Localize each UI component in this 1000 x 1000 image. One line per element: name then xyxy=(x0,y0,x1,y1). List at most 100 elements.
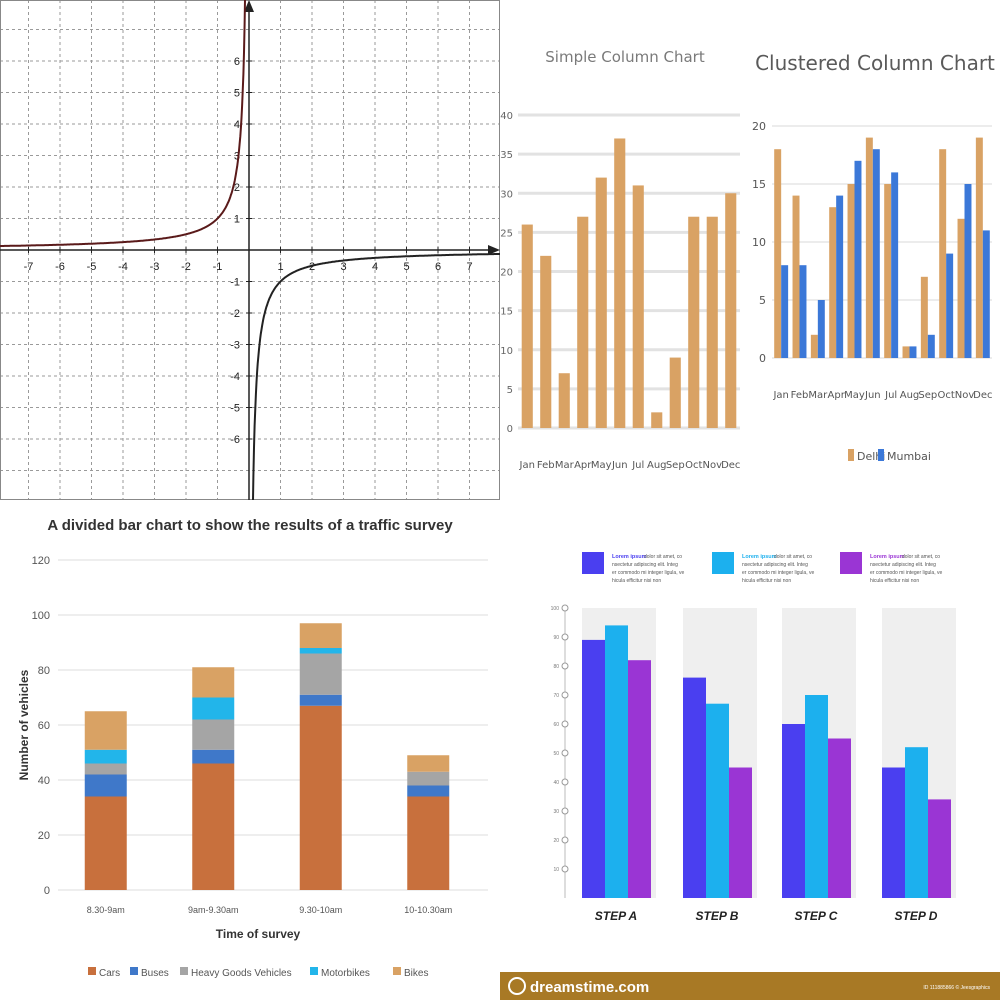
y-tick-label: 20 xyxy=(752,120,766,133)
x-tick-label: 10-10.30am xyxy=(404,905,452,915)
y-tick-marker xyxy=(561,604,569,612)
x-tick-label: Jan xyxy=(519,460,535,471)
bar-segment xyxy=(84,796,127,890)
bar-mumbai xyxy=(854,160,862,358)
x-tick-label: Dec xyxy=(721,460,740,471)
bar-segment xyxy=(299,648,342,654)
x-tick-label: Sep xyxy=(918,390,937,401)
x-tick-label: Feb xyxy=(791,390,809,401)
chart-title: Simple Column Chart xyxy=(545,48,705,66)
y-tick-label: 0 xyxy=(507,424,513,435)
y-tick-label: 1 xyxy=(234,214,240,226)
bar-segment xyxy=(84,749,127,764)
curve-branch-right xyxy=(252,252,500,500)
x-tick-label: -3 xyxy=(150,261,160,273)
bar-delhi xyxy=(975,137,983,358)
bar-segment xyxy=(192,667,235,698)
legend-label: Lorem ipsum xyxy=(870,554,905,560)
y-tick-label: 25 xyxy=(500,228,513,239)
y-tick-label: -5 xyxy=(230,403,240,415)
bar-segment xyxy=(407,755,450,772)
y-tick-marker xyxy=(561,691,569,699)
bar-segment xyxy=(84,763,127,775)
y-tick-label: 100 xyxy=(551,606,560,612)
legend-text: hicula efficitur nisi non xyxy=(742,578,791,584)
chart-title: A divided bar chart to show the results … xyxy=(47,517,453,534)
bar xyxy=(577,216,589,428)
x-tick-label: 1 xyxy=(277,261,283,273)
bar xyxy=(782,724,805,898)
bar-segment xyxy=(192,749,235,764)
x-tick-label: 6 xyxy=(435,261,441,273)
x-tick-label: Jul xyxy=(884,390,897,401)
y-tick-marker xyxy=(561,749,569,757)
bar-mumbai xyxy=(964,184,972,358)
traffic-survey-panel: A divided bar chart to show the results … xyxy=(0,500,500,1000)
chart-title: Clustered Column Chart xyxy=(755,51,995,75)
y-tick-label: 30 xyxy=(553,809,559,815)
y-tick-marker xyxy=(561,720,569,728)
x-tick-label: Jan xyxy=(772,390,788,401)
legend-text: dolor sit amet, co xyxy=(774,554,812,560)
y-tick-label: 120 xyxy=(32,555,50,567)
legend-swatch xyxy=(130,967,138,975)
y-axis-label: Number of vehicles xyxy=(17,669,31,780)
legend-swatch xyxy=(582,552,604,574)
clustered-column-panel: Clustered Column Chart 0 5 10 15 20 Jan Feb Mar… xyxy=(750,0,1000,496)
x-tick-label: -7 xyxy=(24,261,34,273)
legend-label: Cars xyxy=(99,968,120,979)
legend-text: dolor sit amet, co xyxy=(902,554,940,560)
y-tick-label: 40 xyxy=(553,780,559,786)
legend-swatch xyxy=(712,552,734,574)
bar-mumbai xyxy=(836,195,844,358)
legend-label: Lorem ipsum xyxy=(742,554,777,560)
x-tick-label: Jun xyxy=(864,390,881,401)
y-tick-label: 0 xyxy=(759,352,766,365)
bar xyxy=(614,138,626,428)
y-tick-label: 10 xyxy=(752,236,766,249)
x-tick-label: -1 xyxy=(213,261,223,273)
y-tick-marker xyxy=(561,662,569,670)
x-tick-label: Aug xyxy=(647,460,667,471)
x-tick-label: 9am-9.30am xyxy=(188,905,239,915)
x-tick-label: 2 xyxy=(309,261,315,273)
x-tick-label: Dec xyxy=(973,390,992,401)
x-tick-label: -6 xyxy=(55,261,65,273)
y-tick-label: 90 xyxy=(553,635,559,641)
legend-swatch xyxy=(840,552,862,574)
y-tick-label: 100 xyxy=(32,610,50,622)
category-label: STEP C xyxy=(795,909,838,923)
y-tick-label: 10 xyxy=(500,346,513,357)
legend-text: er commodo mi integer ligula, ve xyxy=(870,570,942,576)
bar-delhi xyxy=(847,184,855,358)
bar xyxy=(688,216,700,428)
bar-delhi xyxy=(884,184,892,358)
bar-segment xyxy=(407,771,450,786)
bar-delhi xyxy=(920,276,928,358)
y-tick-label: 80 xyxy=(38,665,50,677)
x-tick-label: 5 xyxy=(403,261,409,273)
bar-delhi xyxy=(939,149,947,358)
legend-text: dolor sit amet, co xyxy=(644,554,682,560)
y-tick-label: -6 xyxy=(230,434,240,446)
y-tick-label: -2 xyxy=(230,308,240,320)
y-tick-label: 35 xyxy=(500,150,513,161)
bar-mumbai xyxy=(946,253,954,358)
x-tick-label: Feb xyxy=(537,460,555,471)
bar xyxy=(669,357,681,428)
bar-delhi xyxy=(957,218,965,358)
x-axis-label: Time of survey xyxy=(216,927,301,941)
bar xyxy=(706,703,729,898)
bar xyxy=(632,185,644,428)
x-tick-label: -5 xyxy=(87,261,97,273)
bar xyxy=(905,747,928,898)
bar-segment xyxy=(84,711,127,750)
y-tick-label: 30 xyxy=(500,189,513,200)
y-tick-label: 80 xyxy=(553,664,559,670)
legend-label: Buses xyxy=(141,968,169,979)
bar xyxy=(725,193,737,428)
x-tick-label: Nov xyxy=(702,460,722,471)
x-tick-label: 3 xyxy=(340,261,346,273)
y-tick-label: -1 xyxy=(230,277,240,289)
